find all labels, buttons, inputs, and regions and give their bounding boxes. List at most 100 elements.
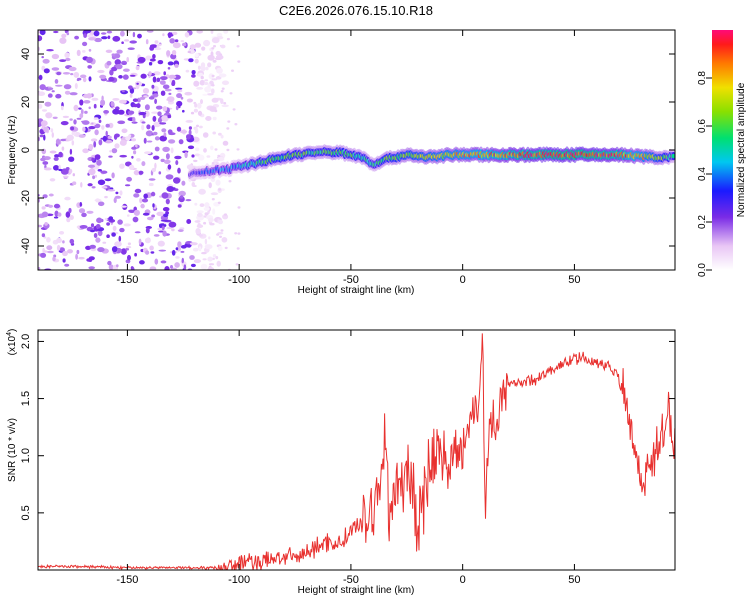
noise-blob <box>111 172 115 179</box>
noise-blob <box>101 125 105 130</box>
noise-blob <box>68 156 75 162</box>
noise-blob <box>145 110 150 117</box>
noise-blob <box>209 222 215 226</box>
noise-blob <box>202 258 207 261</box>
noise-blob <box>49 150 57 154</box>
noise-blob <box>54 154 60 158</box>
noise-blob <box>39 30 46 36</box>
noise-blob <box>128 209 133 212</box>
noise-blob <box>41 233 46 238</box>
noise-blob <box>49 178 56 182</box>
noise-blob <box>143 193 148 199</box>
noise-blob <box>176 93 183 99</box>
noise-blob <box>108 122 114 129</box>
noise-blob <box>88 259 93 262</box>
noise-blob <box>44 101 52 107</box>
noise-blob <box>208 217 214 223</box>
noise-blob <box>53 203 61 209</box>
noise-blob <box>88 168 96 175</box>
snr-frame <box>37 329 676 571</box>
noise-blob <box>194 147 200 152</box>
noise-blob <box>170 147 174 154</box>
noise-blob <box>210 145 214 151</box>
noise-blob <box>60 121 69 126</box>
noise-blob <box>101 95 104 101</box>
noise-blob <box>103 110 109 114</box>
noise-blob <box>160 158 165 163</box>
noise-blob <box>114 143 120 149</box>
noise-blob <box>221 104 229 108</box>
noise-blob <box>149 58 156 62</box>
noise-blob <box>203 82 209 85</box>
noise-blob <box>88 143 94 151</box>
noise-blob <box>42 161 49 165</box>
noise-blob <box>217 231 224 235</box>
noise-blob <box>124 39 130 42</box>
noise-blob <box>234 123 238 126</box>
noise-blob <box>211 162 215 165</box>
noise-blob <box>221 237 228 243</box>
noise-blob <box>53 165 60 171</box>
noise-blob <box>123 223 131 227</box>
noise-blob <box>110 101 115 107</box>
noise-blob <box>207 256 213 262</box>
noise-blob <box>62 72 71 75</box>
noise-blob <box>146 140 153 143</box>
noise-blob <box>93 30 100 37</box>
noise-blob <box>185 69 190 73</box>
noise-blob <box>46 245 53 251</box>
noise-blob <box>181 257 184 264</box>
noise-blob <box>159 135 167 142</box>
noise-blob <box>94 154 101 161</box>
noise-blob <box>133 193 140 198</box>
noise-blob <box>107 35 111 40</box>
noise-blob <box>145 130 153 137</box>
noise-blob <box>204 41 211 45</box>
noise-blob <box>146 124 151 130</box>
colorbar-gradient <box>712 30 733 270</box>
noise-blob <box>140 203 145 209</box>
noise-blob <box>197 110 203 116</box>
noise-blob <box>166 50 171 57</box>
noise-blob <box>159 223 163 228</box>
noise-blob <box>38 91 46 96</box>
snr-x-tick-label: 50 <box>568 574 580 586</box>
noise-blob <box>41 56 44 59</box>
noise-blob <box>198 188 206 195</box>
noise-blob <box>53 30 59 34</box>
noise-blob <box>189 255 195 260</box>
noise-blob <box>226 148 230 152</box>
noise-blob <box>200 263 208 270</box>
noise-blob <box>141 121 146 124</box>
noise-blob <box>73 71 80 78</box>
noise-blob <box>149 245 154 251</box>
spectrogram-heatmap <box>38 30 675 270</box>
noise-blob <box>154 98 158 105</box>
noise-blob <box>162 106 168 112</box>
noise-blob <box>228 180 232 183</box>
noise-blob <box>86 34 94 38</box>
noise-blob <box>40 120 48 127</box>
noise-blob <box>196 210 204 214</box>
noise-blob <box>97 247 105 253</box>
noise-blob <box>78 256 85 260</box>
noise-blob <box>131 138 137 142</box>
noise-blob <box>52 256 56 262</box>
noise-blob <box>162 230 167 237</box>
noise-blob <box>129 74 136 77</box>
noise-blob <box>66 217 71 223</box>
noise-blob <box>202 93 208 96</box>
noise-blob <box>192 185 197 187</box>
noise-blob <box>151 111 159 114</box>
noise-blob <box>72 173 76 177</box>
noise-blob <box>211 198 215 201</box>
noise-blob <box>38 74 43 81</box>
noise-blob <box>151 167 156 173</box>
noise-blob <box>111 66 118 72</box>
noise-blob <box>79 202 83 207</box>
noise-blob <box>210 192 219 196</box>
noise-blob <box>144 151 152 155</box>
noise-blob <box>137 56 146 63</box>
noise-blob <box>94 37 102 43</box>
noise-blob <box>154 162 157 169</box>
